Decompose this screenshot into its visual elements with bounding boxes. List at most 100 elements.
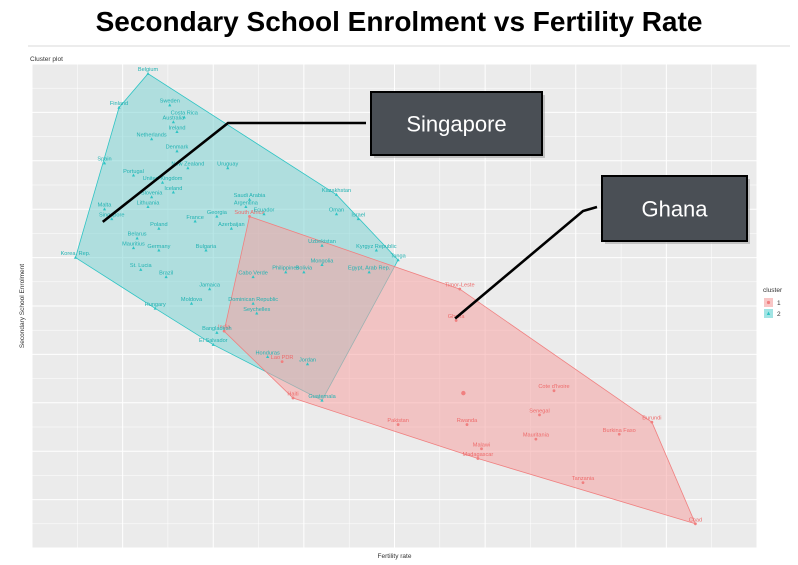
point-label: Cote d'Ivoire <box>538 384 569 390</box>
cluster-2-point <box>139 267 143 271</box>
chart-subtitle: Cluster plot <box>30 56 63 63</box>
point-label: Finland <box>110 101 128 107</box>
cluster-2-point <box>251 275 255 279</box>
cluster-2-point <box>135 236 139 240</box>
cluster-2-point <box>215 330 219 334</box>
point-label: Slovenia <box>141 191 163 197</box>
cluster-1-point <box>693 522 697 526</box>
point-label: Netherlands <box>137 133 167 139</box>
point-label: Bulgaria <box>196 244 217 250</box>
cluster-2-point <box>211 342 215 346</box>
y-axis-label: Secondary School Enrolment <box>19 264 26 348</box>
cluster-2-point <box>334 192 339 196</box>
cluster-2-point <box>305 362 310 366</box>
cluster-1-point <box>480 447 483 451</box>
point-label: Sweden <box>160 99 180 105</box>
point-label: Mauritania <box>523 433 550 439</box>
point-label: Korea, Rep. <box>61 251 91 257</box>
cluster-2-point <box>131 173 136 177</box>
point-label: Denmark <box>166 145 189 151</box>
point-label: Germany <box>147 244 170 250</box>
cluster-1-point <box>222 329 226 333</box>
cluster-2-point <box>367 270 371 274</box>
cluster-1-point <box>465 423 469 426</box>
point-label: Iceland <box>164 186 182 192</box>
cluster-2-point <box>193 219 197 223</box>
point-label: Pakistan <box>387 418 408 424</box>
point-label: Spain <box>97 157 111 163</box>
cluster-2-point <box>131 246 136 250</box>
cluster-2-point <box>175 129 179 133</box>
point-label: Kazakhstan <box>322 188 351 194</box>
legend-item-label: 1 <box>777 300 781 307</box>
cluster-2-point <box>186 166 190 170</box>
singapore-callout-box <box>370 91 543 156</box>
cluster-2-point <box>171 190 175 194</box>
x-axis-label: Fertility rate <box>378 553 412 560</box>
point-label: St. Lucia <box>130 263 153 269</box>
cluster-1-point <box>476 457 480 460</box>
cluster-2-point <box>153 306 157 310</box>
cluster-2-point <box>356 217 360 221</box>
point-label: Lithuania <box>137 200 161 206</box>
point-label: Belgium <box>138 67 159 73</box>
point-label: Moldova <box>181 297 203 303</box>
cluster-2-point <box>262 212 266 216</box>
point-label: Chad <box>689 517 702 523</box>
cluster-1-point <box>248 215 251 218</box>
cluster-2-point <box>168 103 172 107</box>
cluster-2-point <box>334 212 339 216</box>
point-label: Malta <box>98 203 113 209</box>
cluster-2-point <box>247 197 252 201</box>
cluster-1-point <box>291 396 295 400</box>
cluster-2-point <box>320 398 324 402</box>
chart-text: Cluster plot Fertility rate Secondary Sc… <box>19 56 412 560</box>
point-label: Poland <box>150 222 167 228</box>
cluster-1-point <box>454 319 458 322</box>
cluster-2-point <box>251 301 255 305</box>
point-label: Costa Rica <box>171 111 199 117</box>
point-label: South Africa <box>234 210 265 216</box>
point-label: Ireland <box>168 125 185 131</box>
point-label: Rwanda <box>457 418 478 424</box>
ghana-callout-label: Ghana <box>641 197 708 222</box>
cluster-2-point <box>229 226 233 230</box>
point-label: Timor-Leste <box>445 283 475 289</box>
point-label: Lao PDR <box>271 355 294 361</box>
cluster-2-point <box>146 204 150 208</box>
cluster-2-point <box>208 287 212 291</box>
point-label: Honduras <box>255 350 279 356</box>
cluster-2-point <box>204 248 208 252</box>
point-label: Azerbaijan <box>218 222 244 228</box>
cluster-2-point <box>215 214 219 218</box>
point-label: India <box>218 325 231 331</box>
cluster-2-point <box>102 207 107 211</box>
point-label: Madagascar <box>462 452 493 458</box>
point-label: United Kingdom <box>143 176 183 182</box>
data-points: South Africa India Lao PDR Haiti Timor-Leste… <box>61 67 702 526</box>
point-label: Belarus <box>128 232 147 238</box>
cluster-2-point <box>320 243 324 247</box>
cluster-1-point <box>552 389 556 393</box>
cluster-2-point <box>284 270 288 274</box>
point-label: Ecuador <box>254 208 275 214</box>
point-label: Israel <box>351 212 365 218</box>
point-label: Cabo Verde <box>238 270 268 276</box>
singapore-callout-label: Singapore <box>406 112 506 137</box>
cluster-2-point <box>150 195 154 199</box>
cluster-1-point <box>534 437 538 441</box>
point-label: Tanzania <box>572 476 595 482</box>
point-label: El Salvador <box>199 338 228 344</box>
cluster-1-point <box>617 432 621 436</box>
cluster-2-point <box>160 180 165 184</box>
cluster-2-point <box>244 204 248 208</box>
point-label: Senegal <box>529 408 550 414</box>
cluster-1-point <box>396 423 400 426</box>
point-label: Dominican Republic <box>228 297 278 303</box>
cluster-1-point <box>650 420 654 424</box>
legend-key-triangle <box>766 311 771 315</box>
cluster-2-point <box>175 149 179 153</box>
cluster-2-point <box>157 248 161 252</box>
cluster-2-point <box>171 120 175 124</box>
